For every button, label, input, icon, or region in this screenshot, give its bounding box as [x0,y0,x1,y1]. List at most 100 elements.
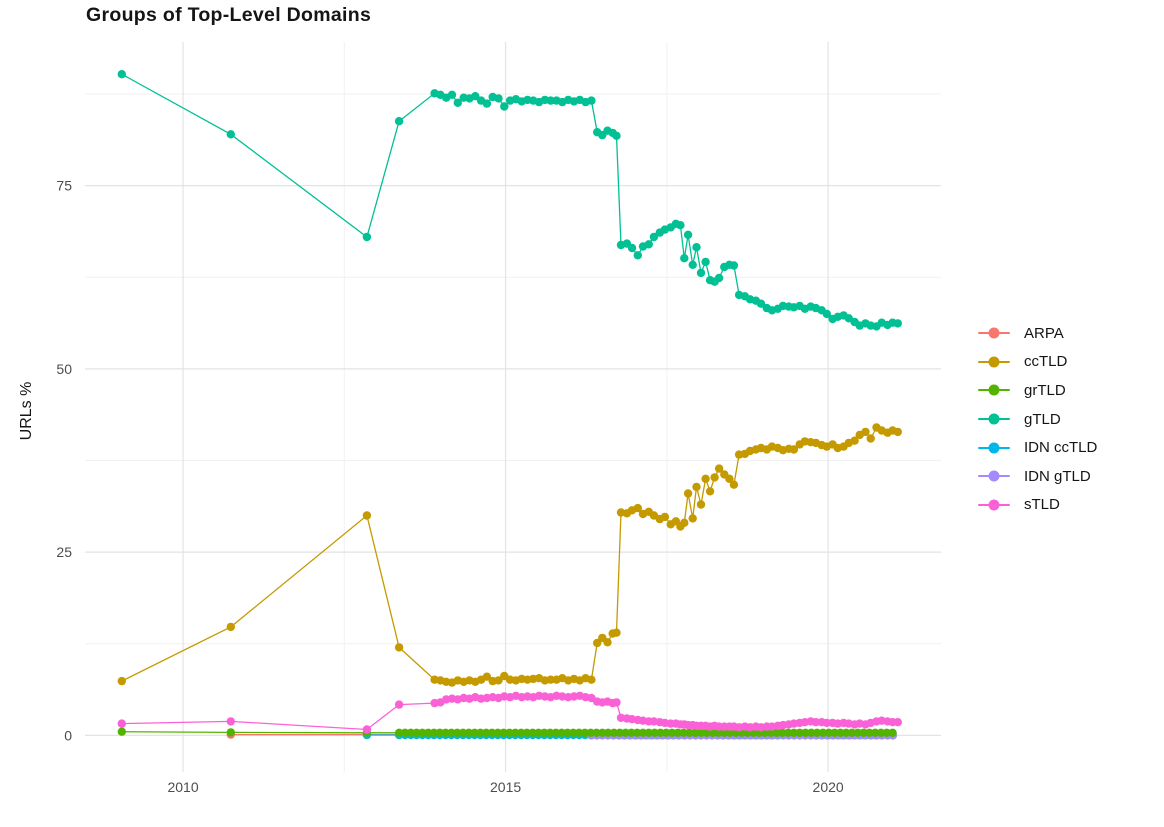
series-points-ccTLD [117,423,902,687]
data-point [783,728,793,737]
data-point [676,221,685,230]
legend-key-icon [977,470,1011,483]
data-point [691,728,700,737]
data-point [876,728,886,737]
data-point [447,90,457,100]
data-point [683,230,693,239]
data-point [822,718,831,728]
data-point [394,117,404,126]
data-point [615,728,624,737]
data-point [714,728,723,737]
data-point [511,728,520,737]
data-point [683,489,693,498]
data-point [516,728,526,737]
legend-key-icon [977,384,1011,397]
y-axis-title: URLs % [18,381,35,441]
data-point [435,728,444,737]
data-point [464,728,473,737]
data-point [662,728,671,737]
data-point [612,131,621,140]
data-point [609,728,619,737]
data-point [807,728,816,737]
data-point [458,728,468,737]
data-point [692,243,701,252]
data-point [679,728,688,737]
data-point [702,728,711,737]
legend-key-icon [977,355,1011,368]
data-point [117,719,127,728]
legend-label: grTLD [1024,381,1066,399]
data-point [801,728,810,737]
data-point [528,728,537,737]
data-point [627,728,636,737]
legend-label: ARPA [1024,324,1064,342]
data-point [729,480,739,489]
data-point [660,512,670,522]
data-point [714,273,724,283]
data-point [587,96,596,105]
data-point [551,728,561,737]
data-point [117,676,127,686]
data-point [701,474,710,483]
data-point [540,728,549,737]
data-point [627,243,637,253]
legend-label: IDN ccTLD [1024,439,1098,457]
data-point [574,728,584,737]
data-point [580,728,590,737]
data-point [482,672,492,681]
data-point [701,257,710,267]
legend-item-arpa: ARPA [977,319,1097,348]
data-point [795,728,804,737]
data-point [859,728,868,737]
data-point [226,728,235,737]
data-point [534,728,543,737]
data-point [563,728,572,737]
data-point [362,511,372,520]
data-point [778,728,787,737]
data-point [644,240,653,249]
legend-label: ccTLD [1024,353,1068,371]
data-point [836,728,845,737]
data-point [696,728,706,737]
data-point [117,70,127,79]
data-point [429,728,439,737]
data-point [789,445,799,454]
data-point [545,728,555,737]
data-point [546,675,555,684]
data-point [688,260,697,269]
data-point [612,628,621,637]
data-point [633,503,642,513]
data-point [725,474,734,483]
data-point [893,319,902,328]
data-point [394,643,404,652]
data-point [482,99,492,108]
data-point [471,92,480,101]
data-point [505,728,514,737]
data-point [226,717,235,726]
data-point [453,98,462,108]
legend-item-stld: sTLD [977,491,1097,520]
data-point [696,500,706,509]
data-point [673,728,682,737]
legend-item-cctld: ccTLD [977,348,1097,377]
data-point [593,638,602,648]
data-point [688,514,697,523]
data-point [853,728,862,737]
series-points-sTLD [117,691,902,734]
data-point [586,728,595,737]
data-point [714,464,724,473]
data-point [447,728,456,737]
x-tick-label: 2020 [813,779,844,795]
data-point [680,518,689,527]
y-tick-label: 75 [56,178,72,194]
data-point [487,728,497,737]
data-point [882,728,891,737]
data-point [818,728,828,737]
data-point [812,728,822,737]
data-point [789,728,799,737]
data-point [500,102,509,111]
data-point [866,434,875,443]
series-points-gTLD [117,70,902,331]
